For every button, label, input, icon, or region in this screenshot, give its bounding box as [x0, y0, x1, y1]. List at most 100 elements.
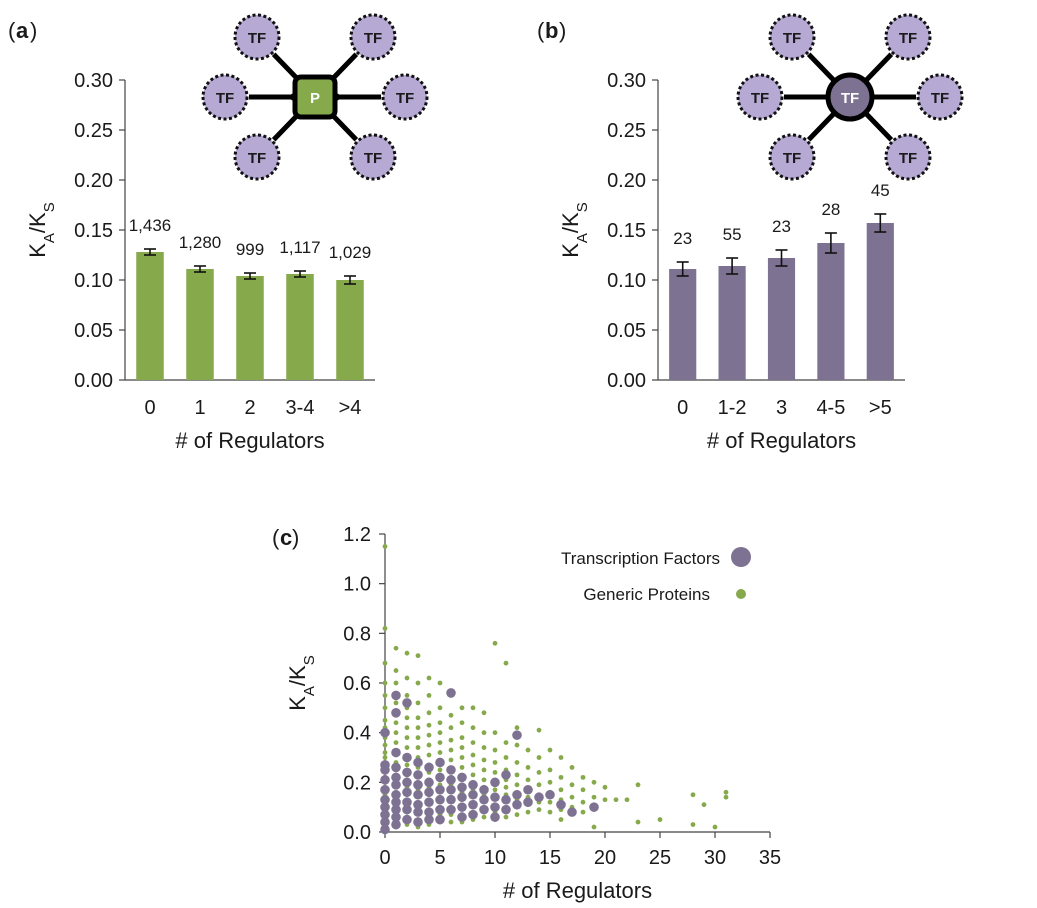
tf-point	[402, 777, 412, 788]
tf-point	[501, 804, 511, 815]
tf-point	[402, 752, 412, 763]
bar-chart-a: 0.00 0.05 0.10 0.15 0.20 0.25 0.30 1,436 0 1,280 1…	[25, 70, 375, 453]
tf-point	[446, 765, 456, 775]
generic-protein-point	[404, 650, 410, 656]
panel-label-a-close: )	[30, 18, 37, 43]
tf-point	[402, 787, 412, 798]
generic-protein-point	[437, 767, 443, 773]
legend-marker-tf	[731, 547, 751, 567]
panel-label-c-open: (	[272, 525, 280, 550]
generic-protein-point	[404, 715, 410, 721]
protein-node	[292, 74, 338, 120]
tf-point	[468, 789, 478, 800]
generic-protein-point	[481, 745, 487, 750]
generic-protein-point	[558, 787, 564, 793]
tf-node-label: TF	[216, 90, 234, 107]
x-tick-label: 30	[704, 847, 726, 869]
generic-protein-point	[657, 817, 663, 822]
generic-protein-point	[547, 809, 553, 815]
tf-node-label: TF	[396, 90, 414, 107]
generic-protein-point	[470, 705, 476, 711]
regulator-network-b: TF TF TF TF TF TF TF	[736, 13, 964, 181]
tf-point	[380, 784, 390, 795]
x-tick-label: 3-4	[286, 397, 315, 419]
legend-label-generic: Generic Proteins	[583, 585, 710, 604]
tf-point	[391, 690, 401, 701]
protein-node-label: P	[310, 90, 320, 107]
tf-point	[391, 804, 401, 815]
generic-protein-point	[415, 700, 421, 706]
x-tick-label: 4-5	[816, 397, 845, 419]
generic-protein-point	[503, 784, 509, 790]
generic-protein-point	[481, 767, 487, 773]
count-label: 1,029	[329, 243, 372, 262]
tf-node-label: TF	[899, 30, 917, 47]
panel-b: ( b ) TF TF TF TF TF TF TF 0.00 0.05 0.10 0.15 0.2…	[537, 13, 964, 453]
panel-label-c-close: )	[292, 525, 299, 550]
generic-protein-point	[404, 693, 410, 698]
generic-protein-point	[393, 700, 399, 706]
tf-point	[501, 794, 511, 805]
generic-protein-point	[481, 730, 487, 736]
generic-protein-point	[448, 757, 454, 763]
tf-point	[490, 802, 500, 812]
tf-point	[435, 814, 445, 825]
generic-protein-point	[492, 730, 498, 736]
generic-protein-point	[580, 809, 586, 815]
tf-point	[468, 799, 478, 810]
count-label: 23	[772, 217, 791, 236]
generic-protein-point	[470, 752, 476, 758]
panel-label-a: a	[16, 18, 29, 43]
generic-protein-point	[481, 777, 487, 783]
generic-protein-point	[393, 680, 399, 686]
x-tick-label: 1	[194, 397, 205, 419]
generic-protein-point	[437, 740, 443, 745]
tf-point	[490, 777, 500, 788]
y-tick-label: 0.25	[607, 120, 646, 142]
generic-protein-point	[690, 822, 696, 827]
tf-node	[201, 73, 249, 121]
generic-protein-point	[536, 770, 542, 775]
generic-protein-point	[492, 770, 498, 775]
tf-point	[413, 817, 423, 827]
tf-point	[457, 772, 467, 783]
generic-protein-point	[470, 725, 476, 731]
generic-protein-point	[459, 705, 465, 711]
count-label: 999	[236, 240, 264, 259]
generic-protein-point	[558, 774, 564, 780]
generic-protein-point	[382, 693, 388, 698]
tf-point	[402, 698, 412, 708]
generic-protein-point	[514, 725, 520, 731]
generic-protein-point	[393, 668, 399, 673]
generic-protein-point	[415, 680, 421, 686]
y-tick-label: 0.2	[343, 772, 371, 794]
generic-protein-point	[712, 824, 718, 830]
generic-protein-point	[393, 720, 399, 726]
bar	[718, 266, 746, 380]
generic-protein-point	[514, 782, 520, 788]
generic-protein-point	[503, 755, 509, 760]
tf-point	[435, 757, 445, 768]
x-axis-title: # of Regulators	[707, 428, 856, 453]
y-tick-label: 0.00	[74, 370, 113, 392]
generic-protein-point	[404, 725, 410, 731]
generic-protein-point	[459, 765, 465, 770]
generic-protein-point	[437, 680, 443, 686]
generic-protein-point	[415, 653, 421, 659]
generic-protein-point	[723, 794, 729, 800]
bar	[186, 269, 214, 380]
tf-point	[402, 814, 412, 825]
tf-point	[490, 792, 500, 803]
count-label: 1,436	[129, 216, 172, 235]
generic-protein-point	[613, 797, 619, 803]
legend-marker-generic	[736, 589, 746, 599]
generic-protein-point	[470, 740, 476, 745]
generic-protein-point	[448, 737, 454, 743]
y-tick-label: 0.30	[74, 70, 113, 92]
generic-protein-point	[547, 799, 553, 805]
generic-protein-point	[701, 802, 707, 808]
tf-node-label: TF	[248, 30, 266, 47]
generic-protein-point	[547, 779, 553, 785]
y-tick-label: 1.2	[343, 524, 371, 546]
